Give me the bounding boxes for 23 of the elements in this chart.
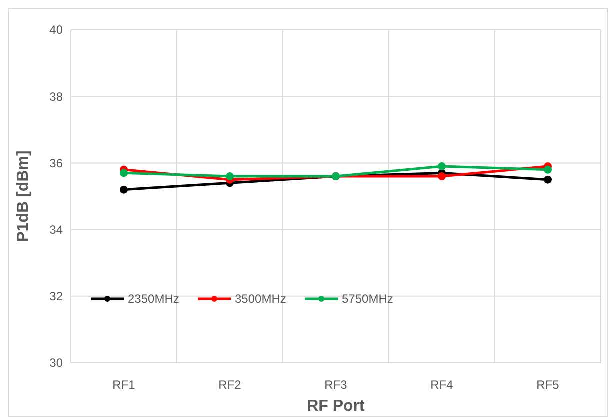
y-tick-label: 30 bbox=[50, 356, 64, 370]
y-tick-label: 40 bbox=[50, 23, 64, 38]
x-tick-label: RF5 bbox=[536, 378, 560, 392]
y-axis-title: P1dB [dBm] bbox=[15, 150, 32, 242]
y-tick-label: 32 bbox=[50, 290, 64, 304]
x-tick-label: RF2 bbox=[218, 378, 242, 392]
point bbox=[438, 162, 446, 171]
point bbox=[120, 169, 128, 178]
y-tick-label: 36 bbox=[50, 156, 64, 170]
x-tick-label: RF3 bbox=[324, 378, 348, 392]
point bbox=[120, 186, 128, 194]
point bbox=[438, 172, 446, 181]
y-tick-label: 34 bbox=[50, 223, 64, 237]
x-axis-title: RF Port bbox=[307, 398, 366, 415]
x-tick-label: RF1 bbox=[112, 378, 136, 392]
legend-label: 2350MHz bbox=[128, 292, 180, 306]
legend-label: 5750MHz bbox=[342, 292, 394, 306]
legend-label: 3500MHz bbox=[235, 292, 286, 306]
point bbox=[226, 172, 234, 181]
x-tick-label: RF4 bbox=[430, 378, 454, 392]
y-tick-label: 38 bbox=[50, 90, 64, 104]
point bbox=[544, 176, 552, 184]
point bbox=[544, 166, 552, 174]
